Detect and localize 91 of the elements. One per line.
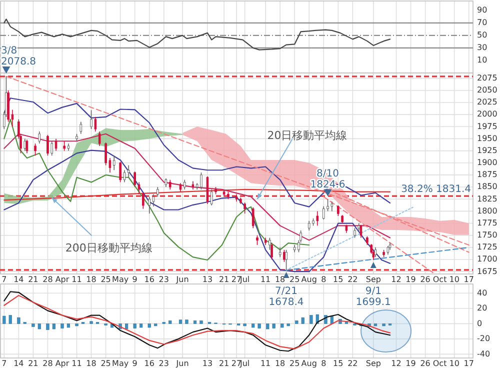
x-tick-label: Apr xyxy=(55,359,70,368)
y-tick-label: 1850 xyxy=(477,182,498,192)
y-tick-label: 1750 xyxy=(477,230,498,240)
x-tick-label: 25 xyxy=(289,359,300,368)
x-tick-label: Sep xyxy=(366,275,381,284)
x-tick-label: 9 xyxy=(132,359,138,368)
x-tick-label: Sep xyxy=(366,359,381,368)
x-tick-label: 25 xyxy=(100,275,111,284)
x-tick-label: Apr xyxy=(55,275,70,284)
x-tick-label: 21 xyxy=(28,275,38,284)
y-tick-label: 2025 xyxy=(477,98,498,107)
y-tick-label: -20 xyxy=(477,334,490,344)
x-tick-label: 21 xyxy=(28,359,38,368)
y-tick-label: 1875 xyxy=(477,170,498,180)
x-tick-label: 25 xyxy=(289,275,300,284)
x-tick-label: 11 xyxy=(260,359,271,368)
annotation: 9/1 1699.1 xyxy=(356,286,391,308)
x-tick-label: Oct xyxy=(432,359,447,368)
x-tick-label: 9 xyxy=(132,275,138,284)
x-tick-label: Jun xyxy=(175,275,189,284)
y-tick-label: 90 xyxy=(477,6,488,15)
y-tick-label: 1925 xyxy=(477,146,498,155)
y-tick-label: -40 xyxy=(477,349,490,358)
x-tick-label: 19 xyxy=(406,275,416,284)
x-tick-label: 12 xyxy=(391,275,402,284)
x-tick-label: 18 xyxy=(274,275,286,284)
y-tick-label: 1950 xyxy=(477,134,498,143)
x-tick-label: 11 xyxy=(72,275,82,284)
x-tick-label: 22 xyxy=(348,275,358,284)
x-tick-label: 12 xyxy=(391,359,402,368)
x-tick-label: 23 xyxy=(158,359,169,368)
y-tick-label: 20 xyxy=(477,304,488,313)
y-tick-label: 2075 xyxy=(477,74,498,82)
x-tick-label: 16 xyxy=(144,359,154,368)
x-tick-label: 7 xyxy=(2,275,7,284)
x-tick-label: 13 xyxy=(202,359,213,368)
x-tick-label: 18 xyxy=(86,359,96,368)
y-tick-label: 70 xyxy=(477,18,488,28)
x-tick-label: 28 xyxy=(42,275,53,284)
x-tick-label: 22 xyxy=(348,359,358,368)
y-tick-label: 50 xyxy=(477,30,488,40)
x-tick-label: 17 xyxy=(464,275,474,284)
x-tick-label: 26 xyxy=(420,359,430,368)
x-tick-label: 13 xyxy=(202,275,213,284)
y-tick-label: 40 xyxy=(477,288,488,298)
y-tick-label: 1700 xyxy=(477,254,498,264)
y-tick-label: 30 xyxy=(477,43,488,52)
y-tick-label: 1675 xyxy=(477,266,498,276)
annotation: 200日移動平均線 xyxy=(65,242,152,255)
y-tick-label: 1900 xyxy=(477,158,498,168)
annotation: 7/21 1678.4 xyxy=(268,286,304,308)
x-tick-label: Aug xyxy=(301,275,317,284)
x-tick-label: 14 xyxy=(14,275,24,284)
x-tick-label: Aug xyxy=(301,359,317,368)
ref-line-label: 38.2% 1831.4 xyxy=(401,184,471,196)
y-tick-label: 10 xyxy=(477,56,488,65)
x-tick-label: May xyxy=(112,275,129,284)
y-tick-label: 1825 xyxy=(477,194,498,204)
y-tick-label: 1775 xyxy=(477,218,498,228)
x-tick-label: 18 xyxy=(86,275,96,284)
x-tick-label: 8 xyxy=(321,359,326,368)
y-tick-label: 0 xyxy=(477,318,482,328)
x-tick-label: 8 xyxy=(321,275,326,284)
x-tick-label: 23 xyxy=(158,275,169,284)
x-tick-label: Jun xyxy=(175,359,189,368)
x-tick-label: 16 xyxy=(144,275,154,284)
y-tick-label: 1725 xyxy=(477,242,498,252)
x-tick-label: 18 xyxy=(274,359,286,368)
annotation: 3/8 2078.8 xyxy=(1,45,36,68)
y-tick-label: 1800 xyxy=(477,206,498,216)
x-tick-label: 7 xyxy=(2,359,7,368)
x-tick-label: 15 xyxy=(333,275,344,284)
y-tick-label: 2000 xyxy=(477,110,498,119)
x-tick-label: 11 xyxy=(260,275,271,284)
x-tick-label: 21 xyxy=(218,275,230,284)
x-tick-label: 15 xyxy=(333,359,344,368)
x-tick-label: 28 xyxy=(42,359,53,368)
annotation: 20日移動平均線 xyxy=(267,129,348,142)
y-tick-label: 2050 xyxy=(477,86,498,95)
x-tick-label: 10 xyxy=(449,275,460,284)
x-tick-label: May xyxy=(112,359,129,368)
x-tick-label: 17 xyxy=(464,359,474,368)
y-tick-label: 1975 xyxy=(477,122,498,131)
x-tick-label: 11 xyxy=(72,359,82,368)
x-tick-label: 25 xyxy=(100,359,111,368)
x-tick-label: Oct xyxy=(432,275,447,284)
x-tick-label: 21 xyxy=(218,359,230,368)
x-tick-label: 19 xyxy=(406,359,416,368)
x-tick-label: 26 xyxy=(420,275,430,284)
x-tick-label: 10 xyxy=(449,359,460,368)
x-tick-label: 14 xyxy=(14,359,24,368)
